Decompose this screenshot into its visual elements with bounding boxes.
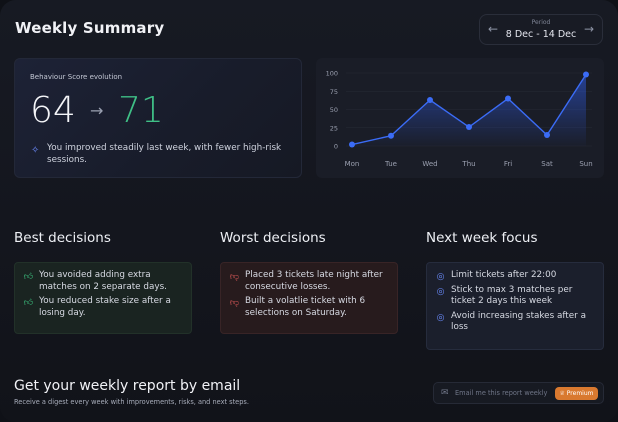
- worst-decisions-list: 👎︎ Placed 3 tickets late night after con…: [220, 262, 398, 334]
- list-item: ◎ Stick to max 3 matches per ticket 2 da…: [435, 285, 595, 308]
- x-tick-label: Sat: [541, 160, 553, 168]
- current-score: 71: [118, 90, 164, 131]
- x-tick-label: Thu: [461, 160, 475, 168]
- y-tick-label: 75: [330, 88, 338, 96]
- data-point: [544, 132, 550, 139]
- email-report-input[interactable]: ✉ Email me this report weekly ♕ Premium: [433, 382, 604, 404]
- list-item: ◎ Avoid increasing stakes after a loss: [435, 311, 595, 334]
- next-week-focus-title: Next week focus: [426, 230, 538, 246]
- x-tick-label: Tue: [384, 160, 397, 168]
- target-icon: ◎: [436, 272, 445, 282]
- list-item-text: You avoided adding extra matches on 2 se…: [39, 270, 167, 292]
- email-report-title: Get your weekly report by email: [14, 378, 241, 394]
- period-selector[interactable]: ← Period 8 Dec - 14 Dec →: [479, 14, 603, 45]
- thumbs-up-icon: 👍︎: [23, 272, 34, 282]
- target-icon: ◎: [436, 312, 445, 323]
- thumbs-down-icon: 👎︎: [229, 272, 240, 282]
- data-point: [466, 124, 472, 131]
- page-title: Weekly Summary: [15, 19, 165, 37]
- best-decisions-title: Best decisions: [14, 230, 111, 246]
- next-week-focus-list: ◎ Limit tickets after 22:00 ◎ Stick to m…: [426, 262, 604, 350]
- score-chart: 100 75 50 25 0 Mon Tue Wed Thu Fri Sat Sun: [316, 58, 604, 178]
- data-point: [427, 97, 433, 104]
- series-area: [352, 74, 586, 146]
- thumbs-down-icon: 👎︎: [229, 298, 240, 308]
- list-item-text: Avoid increasing stakes after a loss: [451, 310, 586, 333]
- score-arrow-icon: →: [90, 101, 104, 120]
- data-point: [505, 95, 511, 102]
- target-icon: ◎: [436, 286, 445, 297]
- x-tick-label: Sun: [579, 160, 592, 168]
- y-tick-label: 50: [330, 106, 338, 114]
- premium-badge[interactable]: ♕ Premium: [555, 387, 598, 400]
- list-item: 👍︎ You avoided adding extra matches on 2…: [23, 270, 183, 293]
- list-item: ◎ Limit tickets after 22:00: [435, 270, 595, 282]
- list-item-text: Built a volatlie ticket with 6 selection…: [245, 296, 366, 318]
- thumbs-up-icon: 👍︎: [23, 298, 34, 308]
- email-report-subtitle: Receive a digest every week with improve…: [14, 398, 249, 406]
- period-label: Period: [531, 19, 551, 26]
- list-item-text: You reduced stake size after a losing da…: [39, 296, 171, 318]
- list-item-text: Placed 3 tickets late night after consec…: [245, 270, 383, 292]
- data-point: [583, 71, 589, 78]
- arrow-left-icon[interactable]: ←: [488, 22, 499, 36]
- email-input-placeholder: Email me this report weekly: [455, 389, 548, 397]
- list-item: 👎︎ Placed 3 tickets late night after con…: [229, 270, 389, 293]
- y-tick-label: 25: [330, 124, 338, 132]
- x-tick-label: Wed: [422, 160, 437, 168]
- previous-score: 64: [30, 90, 76, 131]
- y-tick-label: 0: [334, 143, 338, 151]
- sparkle-icon: ✧: [31, 145, 40, 156]
- list-item-text: Limit tickets after 22:00: [451, 270, 557, 280]
- worst-decisions-title: Worst decisions: [220, 230, 326, 246]
- premium-label: Premium: [566, 390, 594, 397]
- list-item: 👍︎ You reduced stake size after a losing…: [23, 296, 183, 319]
- arrow-right-icon[interactable]: →: [583, 22, 594, 36]
- y-tick-label: 100: [326, 70, 338, 78]
- x-tick-label: Mon: [345, 160, 360, 168]
- mail-icon: ✉: [441, 388, 449, 398]
- data-point: [349, 141, 355, 148]
- best-decisions-list: 👍︎ You avoided adding extra matches on 2…: [14, 262, 192, 334]
- list-item: 👎︎ Built a volatlie ticket with 6 select…: [229, 296, 389, 319]
- score-caption: Behaviour Score evolution: [30, 73, 123, 81]
- period-value: 8 Dec - 14 Dec: [505, 29, 577, 40]
- score-card: Behaviour Score evolution 64 → 71 ✧ You …: [14, 58, 302, 178]
- score-message: You improved steadily last week, with fe…: [47, 143, 282, 165]
- line-chart: 100 75 50 25 0 Mon Tue Wed Thu Fri Sat Sun: [326, 70, 593, 169]
- list-item-text: Stick to max 3 matches per ticket 2 days…: [451, 284, 573, 307]
- data-point: [388, 132, 394, 139]
- x-tick-label: Fri: [504, 160, 512, 168]
